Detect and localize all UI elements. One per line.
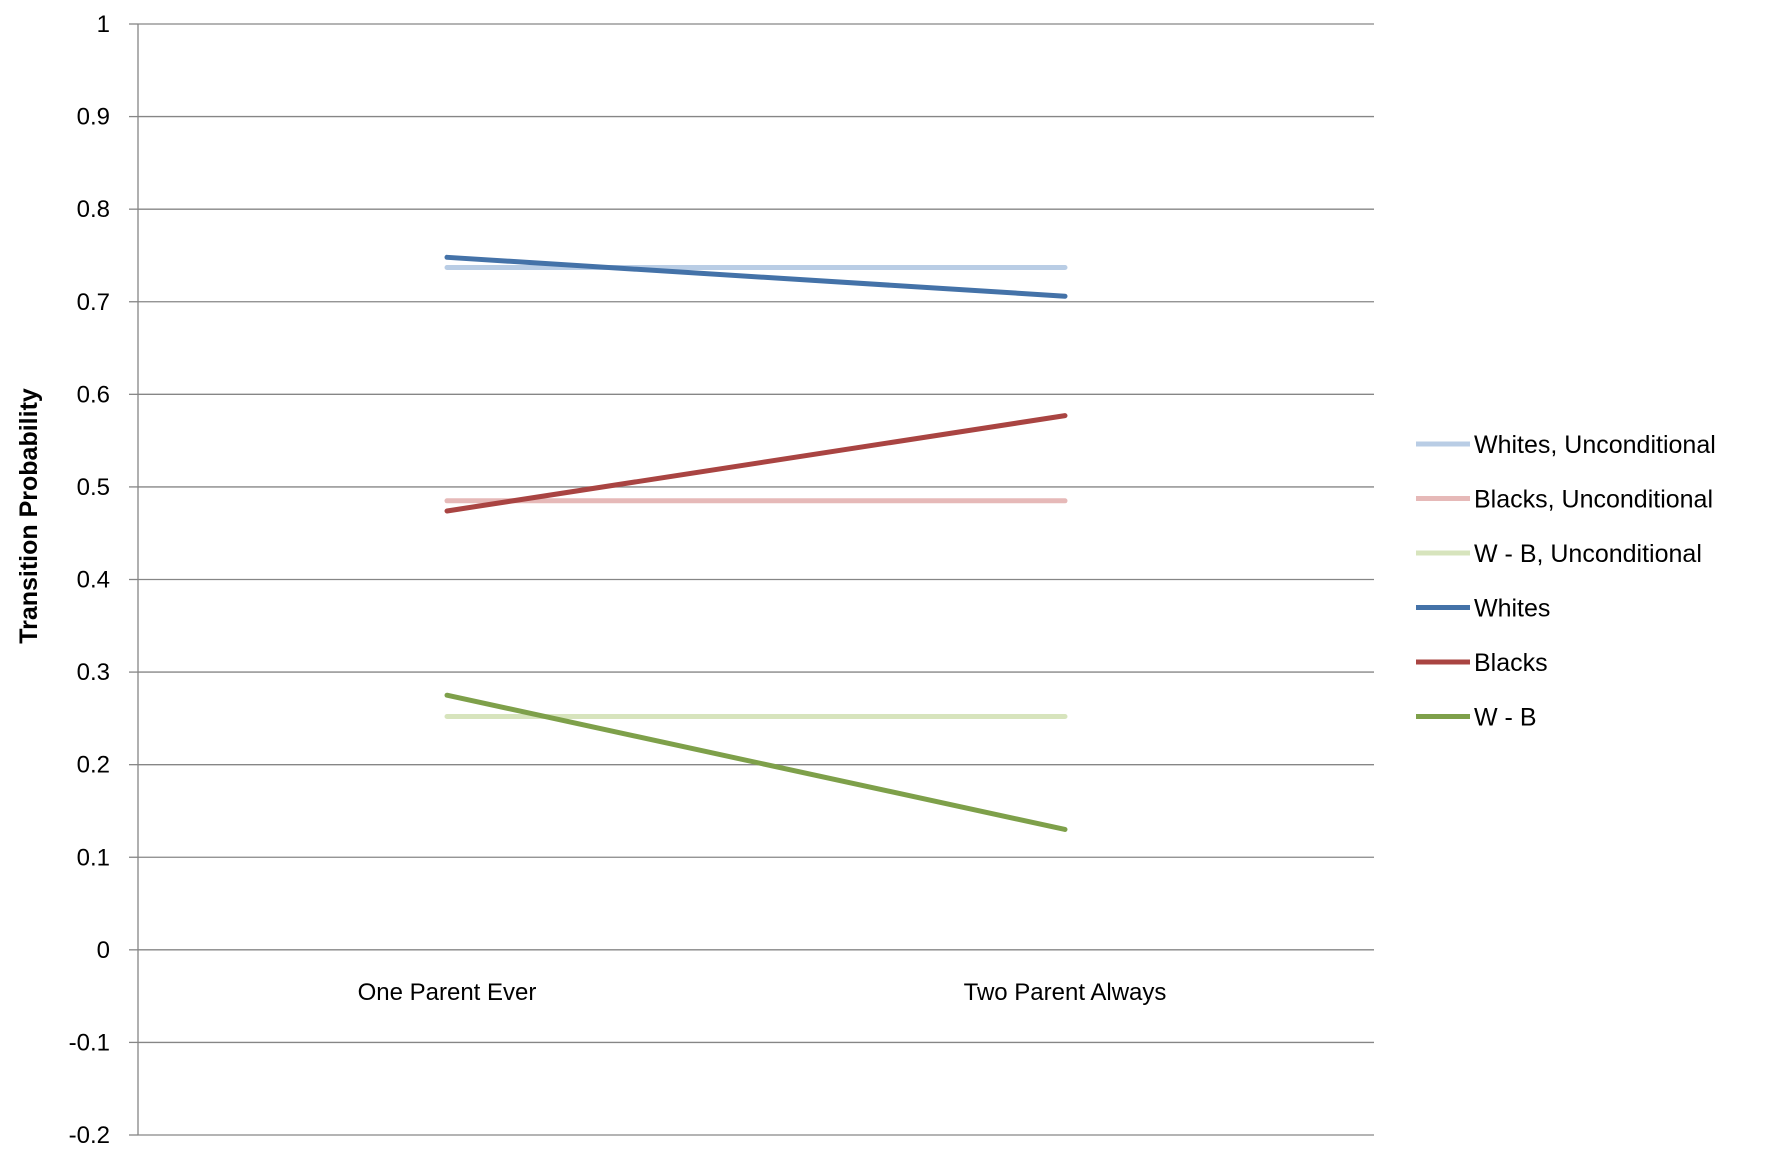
y-axis-title: Transition Probability [15,388,43,644]
y-tick-label: 0.8 [77,196,110,223]
legend-item: W - B [1416,704,1537,732]
legend-item: Blacks, Unconditional [1416,486,1713,514]
series-line [444,692,1068,832]
gridlines [138,23,1374,1136]
y-tick-label: 0.4 [77,567,110,594]
legend-label: Whites [1474,595,1550,623]
y-tick-label: 0.9 [77,104,110,131]
y-tick-label: -0.2 [69,1122,110,1149]
legend-item: W - B, Unconditional [1416,540,1702,568]
y-tick-label: 0.2 [77,752,110,779]
legend-label: W - B, Unconditional [1474,540,1702,568]
legend-item: Blacks [1416,649,1548,677]
legend: Whites, Unconditional Blacks, Uncondition… [1416,431,1716,732]
y-tick-label: 0.1 [77,844,110,871]
series-line [444,413,1068,514]
legend-label: Whites, Unconditional [1474,431,1716,459]
y-tick-label: 0.5 [77,474,110,501]
x-tick-label: Two Parent Always [964,979,1167,1006]
y-tick-label: 1 [97,11,110,38]
y-tick-label: 0.6 [77,381,110,408]
legend-item: Whites [1416,595,1550,623]
y-tick-labels: 1 0.9 0.8 0.7 0.6 0.5 0.4 0.3 0.2 0.1 0 -0.1 -0.2 [69,11,110,1149]
series-lines [444,254,1068,832]
x-tick-label: One Parent Ever [358,979,537,1006]
legend-label: W - B [1474,704,1537,732]
y-tick-label: 0.7 [77,289,110,316]
series-line [444,254,1068,299]
y-tick-label: -0.1 [69,1029,110,1056]
legend-label: Blacks [1474,649,1548,677]
legend-item: Whites, Unconditional [1416,431,1716,459]
axes [129,23,139,1136]
y-tick-label: 0 [97,937,110,964]
y-tick-label: 0.3 [77,659,110,686]
legend-label: Blacks, Unconditional [1474,486,1713,514]
x-tick-labels: One Parent Ever Two Parent Always [358,979,1167,1006]
